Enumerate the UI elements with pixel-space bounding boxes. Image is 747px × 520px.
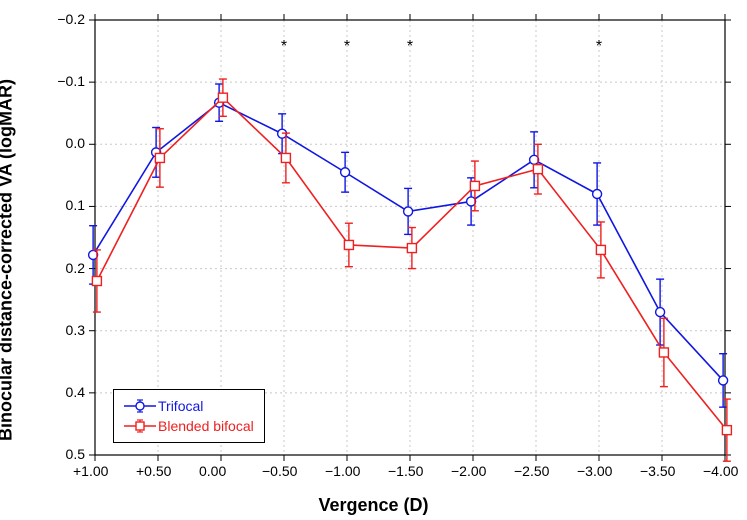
- x-tick-label: −3.50: [640, 463, 675, 479]
- x-tick-label: −2.00: [451, 463, 486, 479]
- y-tick-label: 0.3: [66, 322, 85, 338]
- chart-container: Binocular distance-corrected VA (logMAR)…: [0, 0, 747, 520]
- x-tick-label: 0.00: [199, 463, 226, 479]
- y-tick-label: −0.2: [57, 11, 85, 27]
- x-tick-label: +1.00: [73, 463, 108, 479]
- legend-marker-icon: [122, 418, 158, 434]
- x-tick-label: −3.00: [577, 463, 612, 479]
- svg-text:*: *: [596, 38, 602, 55]
- y-tick-label: 0.4: [66, 384, 85, 400]
- svg-text:*: *: [407, 38, 413, 55]
- legend-label: Trifocal: [158, 398, 203, 414]
- x-tick-label: −4.00: [703, 463, 738, 479]
- legend-label: Blended bifocal: [158, 418, 254, 434]
- y-tick-label: 0.2: [66, 260, 85, 276]
- x-tick-label: −1.50: [388, 463, 423, 479]
- x-tick-label: −2.50: [514, 463, 549, 479]
- x-axis-label: Vergence (D): [318, 495, 428, 516]
- legend-row-trifocal: Trifocal: [122, 396, 254, 416]
- y-tick-label: −0.1: [57, 73, 85, 89]
- svg-text:*: *: [281, 38, 287, 55]
- legend-row-bifocal: Blended bifocal: [122, 416, 254, 436]
- svg-text:*: *: [344, 38, 350, 55]
- y-axis-label: Binocular distance-corrected VA (logMAR): [0, 79, 17, 441]
- x-tick-label: −0.50: [262, 463, 297, 479]
- x-tick-label: +0.50: [136, 463, 171, 479]
- x-tick-label: −1.00: [325, 463, 360, 479]
- y-tick-label: 0.0: [66, 135, 85, 151]
- y-tick-label: 0.5: [66, 446, 85, 462]
- legend: Trifocal Blended bifocal: [113, 389, 265, 443]
- legend-marker-icon: [122, 398, 158, 414]
- y-tick-label: 0.1: [66, 197, 85, 213]
